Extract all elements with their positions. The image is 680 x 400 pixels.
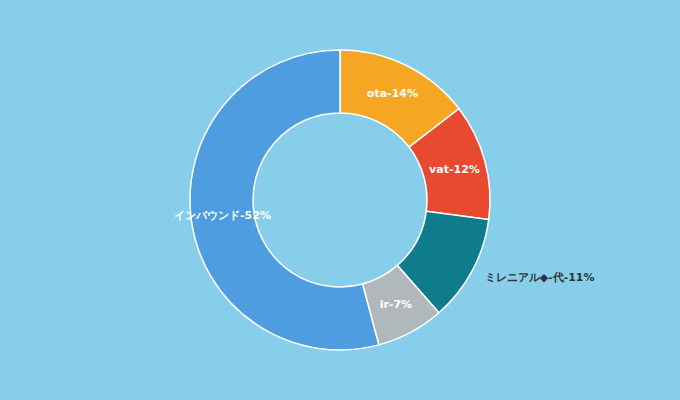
data-labels: ota-14% vat-12% ミレニアル◆-代-11% ir-7% インバウンド-52… xyxy=(174,87,594,311)
chart: ota-14% vat-12% ミレニアル◆-代-11% ir-7% インバウンド-52… xyxy=(0,0,680,400)
slice xyxy=(190,50,379,350)
data-label: インバウンド-52% xyxy=(174,209,271,222)
data-label: ミレニアル◆-代-11% xyxy=(485,271,595,284)
page: {"chart_data": {"type": "pie", "values":… xyxy=(0,0,680,400)
data-label: vat-12% xyxy=(429,163,480,176)
slice xyxy=(409,109,490,220)
slices xyxy=(190,50,490,350)
data-label: ir-7% xyxy=(380,298,412,311)
data-label: ota-14% xyxy=(367,87,418,100)
